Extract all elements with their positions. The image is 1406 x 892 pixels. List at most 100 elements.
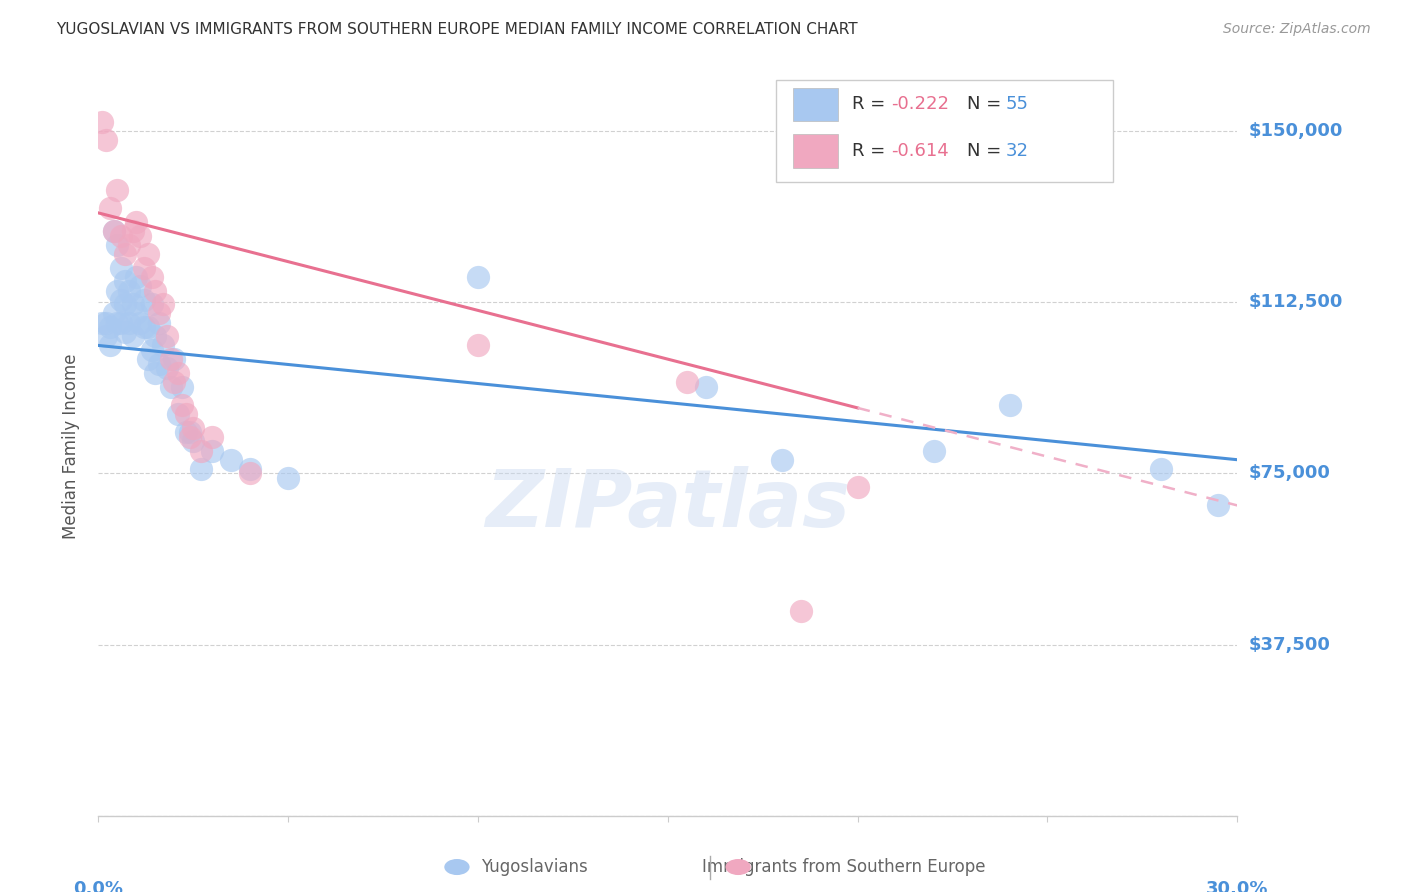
Point <box>118 316 141 330</box>
Point <box>174 407 197 421</box>
Point <box>107 238 129 252</box>
Point <box>922 443 945 458</box>
Text: YUGOSLAVIAN VS IMMIGRANTS FROM SOUTHERN EUROPE MEDIAN FAMILY INCOME CORRELATION : YUGOSLAVIAN VS IMMIGRANTS FROM SOUTHERN … <box>56 22 858 37</box>
Point <box>156 329 179 343</box>
Point <box>94 329 117 343</box>
Point <box>174 425 197 440</box>
Text: Immigrants from Southern Europe: Immigrants from Southern Europe <box>702 858 986 876</box>
Point <box>1208 499 1230 513</box>
Point <box>201 430 224 444</box>
Point <box>103 224 125 238</box>
Text: N =: N = <box>967 142 1007 160</box>
Point <box>129 279 152 293</box>
Point <box>91 114 114 128</box>
Point <box>107 284 129 298</box>
Point <box>170 379 193 393</box>
Point <box>770 452 793 467</box>
Point <box>107 316 129 330</box>
Point <box>94 133 117 147</box>
Point <box>125 269 148 284</box>
Point <box>221 452 243 467</box>
Point <box>846 480 869 494</box>
Point <box>790 603 813 617</box>
Point <box>998 398 1021 412</box>
Point <box>125 215 148 229</box>
Point <box>129 316 152 330</box>
Point <box>159 352 181 367</box>
Point <box>118 238 141 252</box>
Point <box>201 443 224 458</box>
Y-axis label: Median Family Income: Median Family Income <box>62 353 80 539</box>
Point <box>114 247 136 261</box>
Point <box>98 320 121 334</box>
Point <box>676 375 699 389</box>
Point <box>145 284 167 298</box>
Point <box>148 357 170 371</box>
Point <box>239 462 262 476</box>
Text: $75,000: $75,000 <box>1249 465 1330 483</box>
Point <box>159 379 181 393</box>
Point <box>163 352 186 367</box>
Point <box>190 443 212 458</box>
Text: 55: 55 <box>1005 95 1028 113</box>
Point <box>114 275 136 289</box>
Text: 30.0%: 30.0% <box>1206 880 1268 892</box>
Point <box>467 269 489 284</box>
Point <box>129 228 152 243</box>
Point <box>148 316 170 330</box>
Point <box>121 224 143 238</box>
Point <box>152 338 174 352</box>
Point <box>167 407 190 421</box>
Text: -0.614: -0.614 <box>891 142 949 160</box>
Text: 0.0%: 0.0% <box>73 880 124 892</box>
Point <box>136 320 159 334</box>
Point <box>190 462 212 476</box>
Point <box>121 297 143 311</box>
Point <box>103 306 125 320</box>
Point <box>167 366 190 380</box>
Point <box>114 297 136 311</box>
Point <box>121 329 143 343</box>
Point <box>118 284 141 298</box>
Text: $150,000: $150,000 <box>1249 121 1343 140</box>
Point <box>163 375 186 389</box>
Point <box>183 434 205 449</box>
Text: ZIPatlas: ZIPatlas <box>485 467 851 544</box>
Point <box>132 293 155 307</box>
Point <box>179 425 201 440</box>
Point <box>695 379 717 393</box>
Point <box>110 260 132 275</box>
Point <box>103 224 125 238</box>
Text: Source: ZipAtlas.com: Source: ZipAtlas.com <box>1223 22 1371 37</box>
Legend: R = -0.222   N = 55, R = -0.614   N = 32: R = -0.222 N = 55, R = -0.614 N = 32 <box>778 85 1024 163</box>
Point <box>179 430 201 444</box>
Text: R =: R = <box>852 142 891 160</box>
Point <box>91 316 114 330</box>
Point <box>98 202 121 216</box>
Text: N =: N = <box>967 95 1007 113</box>
Point <box>239 467 262 481</box>
Point <box>183 421 205 435</box>
Point <box>110 316 132 330</box>
Point <box>141 269 163 284</box>
Point <box>145 366 167 380</box>
Point <box>467 338 489 352</box>
Point <box>141 343 163 357</box>
Point <box>145 329 167 343</box>
Point <box>277 471 299 485</box>
Point <box>170 398 193 412</box>
Point <box>114 325 136 339</box>
Point <box>132 320 155 334</box>
Text: R =: R = <box>852 95 891 113</box>
Point <box>110 293 132 307</box>
Point <box>107 183 129 197</box>
Point <box>136 247 159 261</box>
Point <box>148 306 170 320</box>
Point <box>141 297 163 311</box>
Text: $37,500: $37,500 <box>1249 636 1330 654</box>
Text: 32: 32 <box>1005 142 1028 160</box>
Point <box>136 352 159 367</box>
Point <box>98 338 121 352</box>
Point <box>125 306 148 320</box>
Point <box>94 316 117 330</box>
